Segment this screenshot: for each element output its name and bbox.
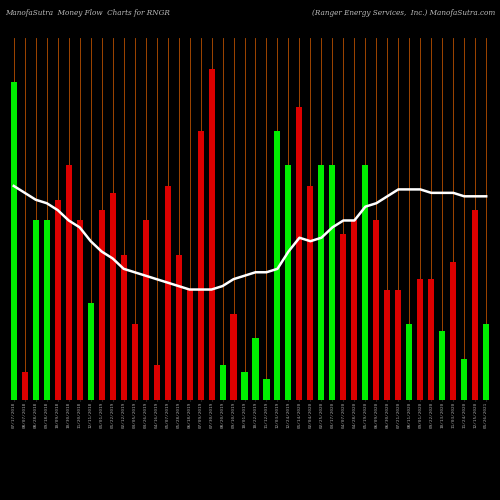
- Bar: [110, 193, 116, 400]
- Bar: [374, 220, 380, 400]
- Bar: [352, 220, 358, 400]
- Bar: [450, 262, 456, 400]
- Bar: [384, 290, 390, 400]
- Bar: [296, 106, 302, 400]
- Bar: [120, 255, 126, 400]
- Bar: [406, 324, 412, 400]
- Bar: [230, 314, 236, 400]
- Bar: [154, 366, 160, 400]
- Bar: [22, 372, 28, 400]
- Bar: [142, 220, 148, 400]
- Bar: [439, 331, 446, 400]
- Text: (Ranger Energy Services,  Inc.) ManofaSutra.com: (Ranger Energy Services, Inc.) ManofaSut…: [312, 9, 495, 17]
- Bar: [88, 304, 94, 400]
- Text: ManofaSutra  Money Flow  Charts for RNGR: ManofaSutra Money Flow Charts for RNGR: [5, 9, 170, 17]
- Bar: [176, 255, 182, 400]
- Bar: [396, 290, 402, 400]
- Bar: [472, 210, 478, 400]
- Bar: [132, 324, 138, 400]
- Bar: [362, 165, 368, 400]
- Bar: [340, 234, 346, 400]
- Bar: [483, 324, 489, 400]
- Bar: [220, 366, 226, 400]
- Bar: [54, 200, 61, 400]
- Bar: [198, 130, 203, 400]
- Bar: [428, 279, 434, 400]
- Bar: [242, 372, 248, 400]
- Bar: [76, 220, 82, 400]
- Bar: [66, 165, 71, 400]
- Bar: [318, 165, 324, 400]
- Bar: [264, 380, 270, 400]
- Bar: [308, 186, 314, 400]
- Bar: [44, 220, 50, 400]
- Bar: [461, 358, 468, 400]
- Bar: [208, 68, 214, 400]
- Bar: [164, 186, 170, 400]
- Bar: [98, 210, 104, 400]
- Bar: [286, 165, 292, 400]
- Bar: [274, 130, 280, 400]
- Bar: [11, 82, 17, 400]
- Bar: [252, 338, 258, 400]
- Bar: [32, 220, 39, 400]
- Bar: [330, 165, 336, 400]
- Bar: [186, 290, 192, 400]
- Bar: [418, 279, 424, 400]
